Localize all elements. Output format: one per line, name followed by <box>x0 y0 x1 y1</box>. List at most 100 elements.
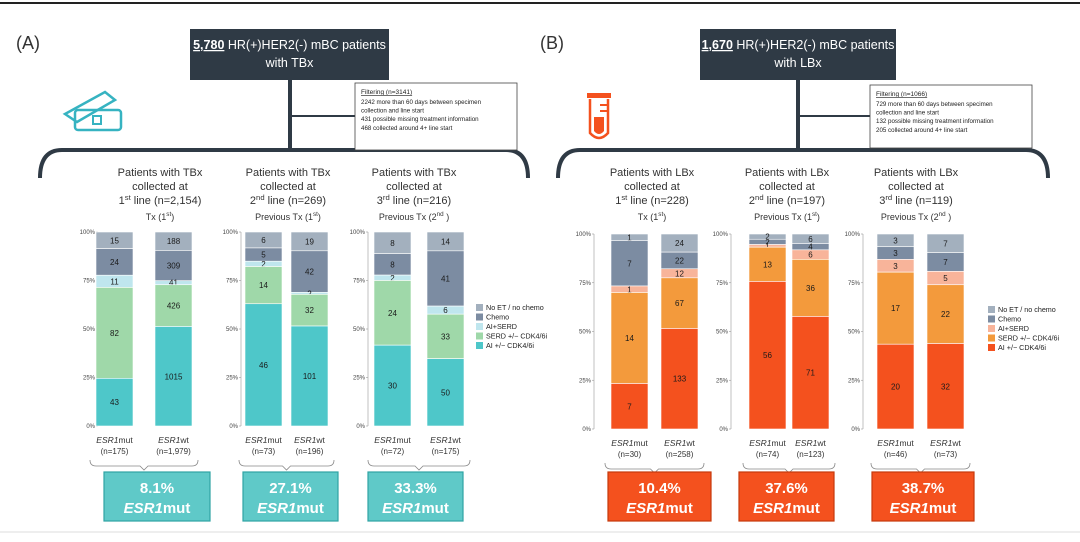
y-tick-label: 0% <box>356 424 365 430</box>
result-percent: 38.7% <box>902 480 945 497</box>
group-title-line1: Patients with LBx <box>874 167 959 179</box>
data-label: 46 <box>259 361 268 370</box>
bar-segment <box>244 266 283 305</box>
cohort-header: 5,780 HR(+)HER2(-) mBC patients with TBx <box>190 29 389 80</box>
result-box <box>103 471 211 522</box>
y-tick-label: 25% <box>716 378 729 384</box>
x-category-label: ESR1mut <box>96 435 133 445</box>
data-label: 2 <box>765 238 770 247</box>
data-label: 19 <box>305 237 314 246</box>
data-label: 2 <box>307 289 312 298</box>
x-category-n: (n=196) <box>296 447 324 456</box>
result-box <box>242 471 339 522</box>
result-box <box>738 471 835 522</box>
result-label: ESR1mut <box>890 500 957 517</box>
filter-box: Filtering (n=3141) 2242 more than 60 days… <box>354 82 518 151</box>
group-title-line3: 3rd line (n=216) <box>377 193 451 207</box>
y-tick-label: 100% <box>223 230 239 236</box>
group-title-line3: 2nd line (n=197) <box>749 193 825 207</box>
bar-segment <box>373 344 412 427</box>
data-label: 22 <box>675 256 684 265</box>
group-title-line3: 1st line (n=2,154) <box>119 193 202 207</box>
bar-segment <box>748 281 787 430</box>
data-label: 5 <box>943 274 948 283</box>
legend-label: AI +/− CDK4/6i <box>998 343 1046 352</box>
y-tick-label: 75% <box>848 281 861 287</box>
bar-segment <box>876 271 915 345</box>
bar-segment <box>926 343 965 430</box>
group-subtitle: Tx (1st) <box>638 211 666 222</box>
result-label: ESR1mut <box>124 500 191 517</box>
result-label: ESR1mut <box>257 500 324 517</box>
legend-swatch <box>988 306 995 313</box>
legend-label: AI+SERD <box>998 324 1029 333</box>
data-label: 17 <box>891 304 900 313</box>
cohort-header: 1,670 HR(+)HER2(-) mBC patients with LBx <box>700 29 896 80</box>
group-title-line3: 1st line (n=228) <box>615 193 689 207</box>
y-tick-label: 0% <box>229 424 238 430</box>
filter-title: Filtering (n=1066) <box>876 91 927 98</box>
filter-line: 132 possible missing treatment informati… <box>876 118 994 125</box>
data-label: 7 <box>943 239 948 248</box>
legend-swatch <box>988 344 995 351</box>
slide <box>62 90 118 124</box>
legend-swatch <box>988 334 995 342</box>
x-category-n: (n=73) <box>934 450 958 459</box>
group-title-line1: Patients with TBx <box>246 167 331 179</box>
bar-segment <box>926 284 965 344</box>
bar-segment <box>610 383 649 430</box>
legend-label: No ET / no chemo <box>998 305 1056 314</box>
data-label: 8 <box>390 260 395 269</box>
x-category-n: (n=175) <box>432 447 460 456</box>
group-title-line2: collected at <box>624 181 680 193</box>
panel-letter: (A) <box>16 33 40 53</box>
y-tick-label: 75% <box>226 279 239 285</box>
cohort-header-line1: 5,780 HR(+)HER2(-) mBC patients <box>193 38 386 52</box>
data-label: 3 <box>893 249 898 258</box>
data-label: 82 <box>110 329 119 338</box>
data-label: 6 <box>808 251 813 260</box>
y-tick-label: 100% <box>80 230 96 236</box>
tube-cap <box>587 93 611 98</box>
bar-segment <box>290 325 329 427</box>
data-label: 3 <box>893 262 898 271</box>
x-category-n: (n=175) <box>101 447 129 456</box>
group-subtitle: Tx (1st) <box>146 211 174 222</box>
data-label: 188 <box>167 237 181 246</box>
bar-segment <box>791 316 830 430</box>
x-category-label: ESR1mut <box>374 435 411 445</box>
data-label: 2 <box>390 274 395 283</box>
data-label: 1 <box>627 285 632 294</box>
data-label: 1015 <box>165 372 183 381</box>
data-label: 13 <box>763 260 772 269</box>
result-percent: 33.3% <box>394 480 437 497</box>
legend-swatch <box>988 315 995 323</box>
cohort-count: 1,670 <box>702 38 733 52</box>
bar-segment <box>748 246 787 282</box>
x-category-label: ESR1wt <box>294 435 325 445</box>
group-under-brace <box>367 459 471 471</box>
data-label: 14 <box>625 334 634 343</box>
x-category-n: (n=30) <box>618 450 642 459</box>
bar-segment <box>426 250 465 307</box>
cohort-header-line1: 1,670 HR(+)HER2(-) mBC patients <box>702 38 895 52</box>
group-title-line1: Patients with LBx <box>745 167 830 179</box>
blood-tube-icon <box>587 93 611 140</box>
legend-label: SERD +/− CDK4/6i <box>998 334 1060 343</box>
filter-line: 431 possible missing treatment informati… <box>361 116 479 123</box>
group-title-line2: collected at <box>888 181 944 193</box>
x-category-n: (n=72) <box>381 447 405 456</box>
data-label: 36 <box>806 284 815 293</box>
x-category-label: ESR1wt <box>795 438 826 448</box>
data-label: 24 <box>388 309 397 318</box>
cohort-header-line2: with TBx <box>265 56 314 70</box>
panel-A: (A) 5,780 HR(+)HER2(-) mBC patients with T… <box>16 29 548 522</box>
panel-B: (B) 1,670 HR(+)HER2(-) mBC patients with L… <box>540 29 1060 522</box>
y-tick-label: 25% <box>579 378 592 384</box>
data-label: 43 <box>110 398 119 407</box>
bar-segment <box>290 250 329 293</box>
